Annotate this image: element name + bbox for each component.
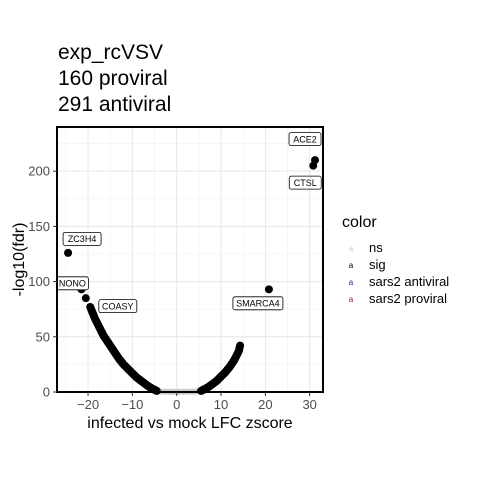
x-tick-label: −20 [77, 397, 99, 412]
data-point-sig [81, 294, 90, 303]
y-tick-label: 150 [28, 219, 50, 234]
gene-label: CTSL [294, 178, 317, 188]
gene-label: ZC3H4 [68, 234, 97, 244]
data-point-sig [152, 386, 161, 395]
y-tick-label: 0 [43, 385, 50, 400]
legend-entry-label: sig [369, 257, 386, 272]
x-tick-label: −10 [121, 397, 143, 412]
gene-label: ACE2 [293, 134, 317, 144]
y-tick-label: 50 [36, 329, 50, 344]
gene-label: COASY [102, 301, 134, 311]
data-point-sig [311, 156, 320, 165]
axes: −20 −10 0 10 20 30 0 50 100 150 200 [28, 164, 317, 412]
gene-label-box [62, 231, 102, 246]
chart-title: exp_rcVSV 160 proviral 291 antiviral [58, 40, 171, 118]
plot-panel-border [56, 126, 324, 393]
title-line: exp_rcVSV [58, 41, 164, 64]
gene-label-box [98, 299, 138, 314]
gene-label-box [288, 175, 322, 190]
x-tick-label: 0 [173, 397, 180, 412]
title-line: 160 proviral [58, 67, 168, 90]
x-axis-title: infected vs mock LFC zscore [87, 415, 293, 432]
x-tick-label: 30 [302, 397, 316, 412]
gene-label: NONO [59, 279, 86, 289]
legend-key-glyph: a [349, 261, 354, 270]
legend-key-glyph: a [349, 244, 354, 253]
legend-key-glyph: a [349, 295, 354, 304]
legend-entry-label: sars2 antiviral [369, 274, 449, 289]
gene-label: SMARCA4 [236, 299, 280, 309]
gene-label-box [288, 132, 322, 147]
y-axis-title: -log10(fdr) [11, 223, 28, 297]
grid [57, 127, 323, 393]
gene-label-box [232, 296, 284, 311]
data-point-sig [64, 248, 73, 257]
legend-title: color [342, 214, 377, 231]
data-points [64, 156, 320, 395]
legend-key-glyph: a [349, 278, 354, 287]
legend-entry-label: ns [369, 240, 383, 255]
legend: color a ns a sig a sars2 antiviral a sars2 provi… [342, 214, 449, 306]
title-line: 291 antiviral [58, 93, 172, 116]
x-tick-label: 20 [258, 397, 272, 412]
data-point-sig [264, 285, 273, 294]
y-tick-label: 100 [28, 274, 50, 289]
x-tick-label: 10 [214, 397, 228, 412]
y-tick-label: 200 [28, 164, 50, 179]
gene-labels: ACE2 CTSL ZC3H4 NONO COASY SMARCA4 [55, 132, 322, 314]
data-point-sig [235, 343, 244, 352]
legend-entry-label: sars2 proviral [369, 291, 447, 306]
